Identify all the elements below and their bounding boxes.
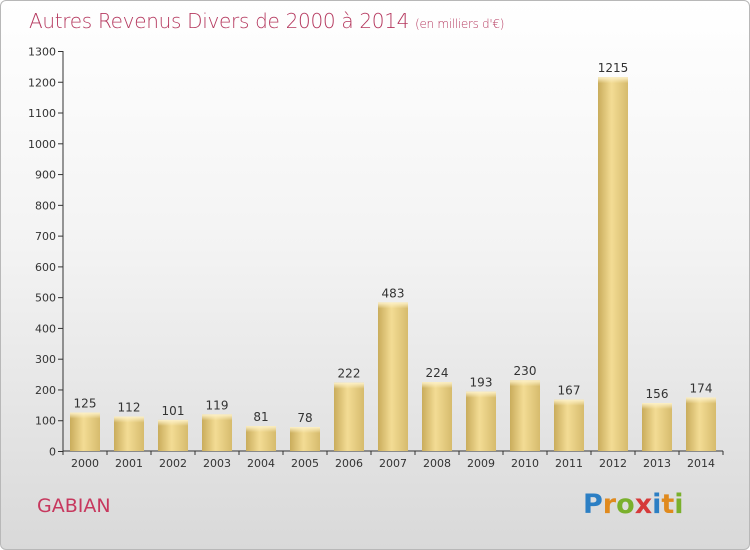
bar-highlight: [290, 427, 320, 433]
y-tick-label: 1100: [28, 107, 56, 120]
value-label: 222: [338, 367, 361, 381]
bar: [70, 412, 100, 451]
bar: [510, 380, 540, 451]
logo-letter: P: [583, 489, 603, 520]
proxiti-logo: Proxiti: [583, 489, 684, 520]
x-tick-label: 2002: [159, 457, 187, 470]
bar: [686, 397, 716, 451]
y-tick-label: 800: [35, 199, 56, 212]
bar-highlight: [422, 382, 452, 389]
bar-highlight: [202, 414, 232, 421]
bar-highlight: [686, 397, 716, 404]
bar: [422, 382, 452, 451]
y-tick-label: 300: [35, 353, 56, 366]
chart-title: Autres Revenus Divers de 2000 à 2014 (en …: [29, 9, 504, 33]
logo-letter: x: [634, 489, 653, 520]
y-tick-label: 1200: [28, 76, 56, 89]
bar-highlight: [334, 382, 364, 389]
bars: [70, 77, 716, 452]
value-label: 78: [297, 411, 312, 425]
y-tick-label: 900: [35, 169, 56, 182]
y-tick-label: 400: [35, 322, 56, 335]
x-tick-label: 2001: [115, 457, 143, 470]
value-label: 167: [558, 384, 581, 398]
axes: 0 100 200 300 400 500 600 700 800 900 1000 1100 1200…: [28, 46, 724, 470]
bar: [642, 403, 672, 451]
x-tick-label: 2013: [643, 457, 671, 470]
bar-highlight: [510, 380, 540, 387]
x-tick-label: 2006: [335, 457, 363, 470]
bar-highlight: [158, 419, 188, 426]
x-tick-label: 2007: [379, 457, 407, 470]
value-label: 101: [162, 404, 185, 418]
bar-highlight: [554, 399, 584, 406]
value-label: 119: [206, 398, 229, 412]
bar: [466, 391, 496, 451]
y-tick-label: 500: [35, 292, 56, 305]
x-tick-label: 2009: [467, 457, 495, 470]
x-tick-label: 2014: [687, 457, 715, 470]
value-label: 224: [426, 366, 449, 380]
value-label: 483: [382, 286, 405, 300]
bar-highlight: [642, 403, 672, 409]
logo-letter: r: [602, 489, 617, 520]
value-label: 112: [118, 401, 141, 415]
value-label: 81: [253, 410, 268, 424]
value-label: 193: [470, 376, 493, 390]
logo-letter: t: [661, 489, 675, 520]
logo-letter: i: [652, 489, 662, 520]
bar: [202, 414, 232, 451]
bar-highlight: [246, 426, 276, 433]
logo-letter: i: [674, 489, 684, 520]
x-tick-label: 2008: [423, 457, 451, 470]
bar-highlight: [598, 77, 628, 84]
bar: [598, 77, 628, 452]
value-label: 174: [690, 381, 713, 395]
bar-highlight: [70, 412, 100, 419]
y-tick-label: 600: [35, 261, 56, 274]
bar: [334, 382, 364, 451]
commune-name: GABIAN: [37, 495, 111, 517]
y-tick-label: 100: [35, 415, 56, 428]
value-labels: 125 112 101 119 81 78 222 483 224 193 230 167 1215 15…: [74, 61, 713, 425]
value-label: 156: [646, 387, 669, 401]
x-tick-label: 2005: [291, 457, 319, 470]
y-tick-label: 1300: [28, 46, 56, 59]
bar: [554, 399, 584, 451]
x-tick-label: 2010: [511, 457, 539, 470]
x-tick-label: 2011: [555, 457, 583, 470]
title-text: Autres Revenus Divers de 2000 à 2014: [29, 9, 410, 33]
x-tick-label: 2000: [71, 457, 99, 470]
x-tick-label: 2004: [247, 457, 275, 470]
x-tick-label: 2012: [599, 457, 627, 470]
y-tick-label: 1000: [28, 138, 56, 151]
logo-letter: o: [616, 489, 635, 520]
value-label: 1215: [598, 61, 629, 75]
bar-highlight: [114, 416, 144, 423]
bar-highlight: [378, 302, 408, 309]
y-tick-label: 700: [35, 230, 56, 243]
title-unit: (en milliers d'€): [415, 17, 505, 31]
value-label: 230: [514, 364, 537, 378]
y-tick-label: 200: [35, 384, 56, 397]
value-label: 125: [74, 397, 97, 411]
bar: [378, 302, 408, 451]
bar-highlight: [466, 391, 496, 398]
x-tick-label: 2003: [203, 457, 231, 470]
y-tick-label: 0: [49, 446, 56, 459]
